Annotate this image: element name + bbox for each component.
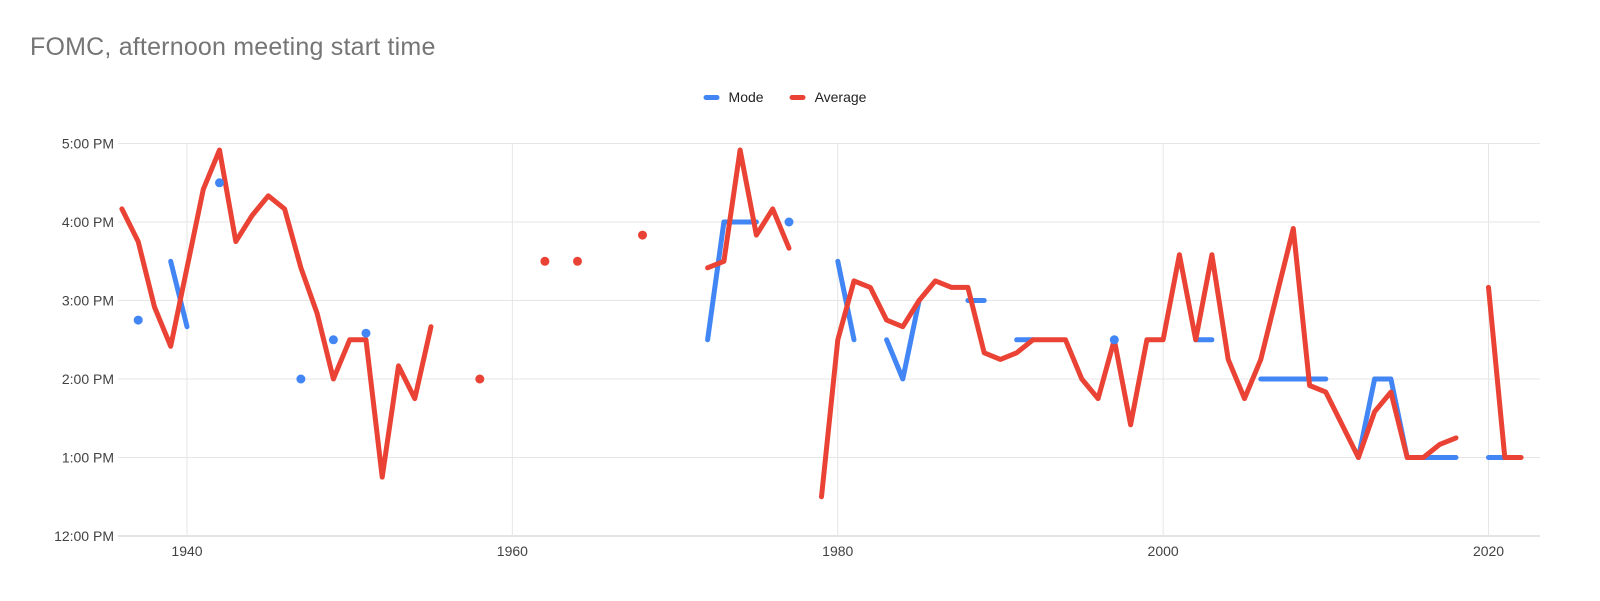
mode-series-line: [835, 258, 857, 343]
y-tick-label: 3:00 PM: [62, 293, 114, 309]
mode-series-point: [215, 178, 224, 188]
x-tick-label: 2020: [1473, 543, 1504, 559]
average-series-line: [819, 226, 1459, 500]
mode-series-line: [884, 298, 922, 382]
x-tick-label: 1940: [171, 543, 202, 559]
legend-item-average[interactable]: Average: [789, 89, 867, 105]
x-tick-label: 1960: [497, 543, 528, 559]
average-series-line: [119, 147, 434, 480]
mode-series-point: [328, 335, 338, 345]
y-tick-label: 1:00 PM: [62, 450, 114, 466]
average-series-point: [475, 374, 485, 384]
y-tick-label: 4:00 PM: [62, 214, 114, 230]
mode-series-line: [168, 258, 190, 330]
mode-series-line: [705, 219, 759, 343]
average-series-point: [540, 256, 550, 266]
mode-series-point: [1109, 335, 1119, 345]
mode-swatch-icon: [703, 94, 720, 100]
legend-label-mode: Mode: [728, 89, 764, 105]
legend-item-mode[interactable]: Mode: [703, 89, 764, 105]
average-series-line: [1486, 284, 1524, 460]
mode-series-point: [296, 374, 306, 384]
average-swatch-icon: [789, 94, 806, 100]
x-tick-label: 1980: [822, 543, 853, 559]
average-series-line: [705, 147, 792, 271]
y-tick-label: 2:00 PM: [62, 371, 114, 387]
mode-series-point: [784, 217, 794, 227]
legend: Mode Average: [703, 89, 867, 105]
mode-series-point: [133, 315, 143, 325]
y-tick-label: 12:00 PM: [54, 528, 114, 544]
y-tick-label: 5:00 PM: [62, 136, 114, 152]
x-tick-label: 2000: [1148, 543, 1179, 559]
average-series-point: [638, 230, 647, 240]
mode-series-point: [361, 328, 371, 338]
average-series-point: [573, 256, 582, 266]
legend-label-average: Average: [814, 89, 867, 105]
chart-title: FOMC, afternoon meeting start time: [30, 33, 436, 61]
